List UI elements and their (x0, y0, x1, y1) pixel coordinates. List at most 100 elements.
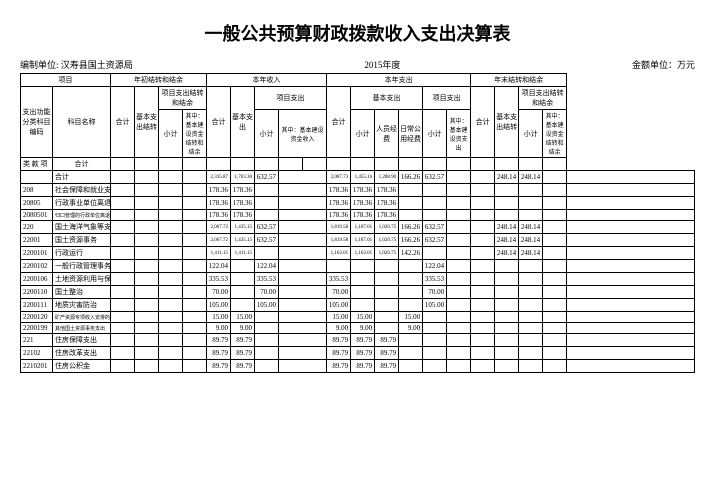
cell-value: 15.00 (327, 312, 351, 323)
cell-value: 89.79 (375, 360, 399, 373)
hdr-xj3: 小计 (351, 110, 375, 158)
cell-value (159, 184, 183, 197)
hdr-proj: 项目 (21, 74, 111, 87)
cell-value (351, 273, 375, 286)
cell-value: 178.36 (327, 184, 351, 197)
hdr-rc: 日常公用经费 (399, 110, 423, 158)
cell-value (543, 234, 567, 247)
cell-value: 1,020.75 (375, 247, 399, 260)
cell-value (567, 234, 695, 247)
year-label: 2015年度 (364, 58, 400, 71)
hdr-xj5: 小计 (519, 110, 543, 158)
cell-value (375, 323, 399, 334)
cell-value (447, 312, 471, 323)
cell-value: 335.53 (207, 273, 231, 286)
cell-code: 2080501 (21, 210, 53, 221)
cell-value (255, 360, 279, 373)
cell-value (327, 260, 351, 273)
cell-code: 221 (21, 334, 53, 347)
hdr-proj-bal2: 项目支出结转和结余 (519, 87, 567, 110)
hdr-lkx: 类 款 项 (21, 158, 53, 171)
cell-value (543, 347, 567, 360)
cell-value (447, 234, 471, 247)
cell-value (135, 247, 159, 260)
cell-value (471, 260, 495, 273)
hdr-basic-exp1: 基本支出 (231, 87, 255, 158)
cell-value (447, 334, 471, 347)
cell-value: 178.36 (375, 197, 399, 210)
cell-value (183, 171, 207, 184)
cell-value (495, 360, 519, 373)
cell-value (159, 347, 183, 360)
cell-value (279, 247, 327, 260)
hdr-cap2: 其中：基本建设资金收入 (279, 110, 327, 158)
cell-value (471, 247, 495, 260)
cell-value (351, 299, 375, 312)
cell-value (111, 312, 135, 323)
cell-value (135, 286, 159, 299)
cell-value (183, 221, 207, 234)
cell-value: 632.57 (423, 234, 447, 247)
table-row: 合计2,335.871,703.30632.572,087.731,455.16… (21, 171, 695, 184)
cell-value: 178.36 (231, 210, 255, 221)
cell-value (183, 286, 207, 299)
cell-value (567, 286, 695, 299)
cell-value: 1,020.75 (375, 234, 399, 247)
cell-value (495, 312, 519, 323)
cell-value (423, 312, 447, 323)
cell-value: 166.26 (399, 234, 423, 247)
cell-value: 248.14 (495, 247, 519, 260)
cell-value: 178.36 (231, 184, 255, 197)
cell-value (135, 234, 159, 247)
cell-value (183, 247, 207, 260)
cell-value (159, 197, 183, 210)
hdr-xj2: 小计 (255, 110, 279, 158)
cell-value (567, 312, 695, 323)
cell-value (351, 260, 375, 273)
cell-value (495, 260, 519, 273)
cell-value (159, 247, 183, 260)
cell-value (543, 360, 567, 373)
cell-code: 2200102 (21, 260, 53, 273)
cell-value: 335.53 (327, 273, 351, 286)
cell-value (567, 299, 695, 312)
cell-value: 89.79 (231, 360, 255, 373)
cell-value (543, 184, 567, 197)
cell-value (135, 221, 159, 234)
cell-value (255, 184, 279, 197)
cell-value (567, 247, 695, 260)
cell-value (543, 273, 567, 286)
page-title: 一般公共预算财政拨款收入支出决算表 (20, 20, 695, 46)
cell-value (543, 286, 567, 299)
cell-value (183, 197, 207, 210)
cell-value (471, 234, 495, 247)
cell-value: 1,411.15 (231, 247, 255, 260)
meta-row: 编制单位: 汉寿县国土资源局 2015年度 金额单位：万元 (20, 58, 695, 71)
cell-value (519, 184, 543, 197)
cell-value: 166.26 (399, 221, 423, 234)
cell-value (447, 323, 471, 334)
cell-value: 335.53 (255, 273, 279, 286)
cell-value (399, 286, 423, 299)
cell-value (279, 210, 327, 221)
cell-value (447, 184, 471, 197)
cell-value (447, 221, 471, 234)
cell-value (135, 273, 159, 286)
cell-value (279, 197, 327, 210)
cell-name: 住房改革支出 (53, 347, 111, 360)
cell-value (543, 210, 567, 221)
cell-value (135, 184, 159, 197)
cell-value (111, 197, 135, 210)
cell-value (567, 323, 695, 334)
table-row: 22102住房改革支出89.7989.7989.7989.7989.79 (21, 347, 695, 360)
hdr-proj-exp2: 项目支出 (423, 87, 471, 110)
cell-value (471, 197, 495, 210)
cell-value (135, 210, 159, 221)
cell-value (159, 234, 183, 247)
cell-value (519, 210, 543, 221)
cell-value (255, 247, 279, 260)
cell-value: 89.79 (207, 360, 231, 373)
cell-value (159, 221, 183, 234)
cell-value (447, 210, 471, 221)
cell-value: 178.36 (207, 197, 231, 210)
